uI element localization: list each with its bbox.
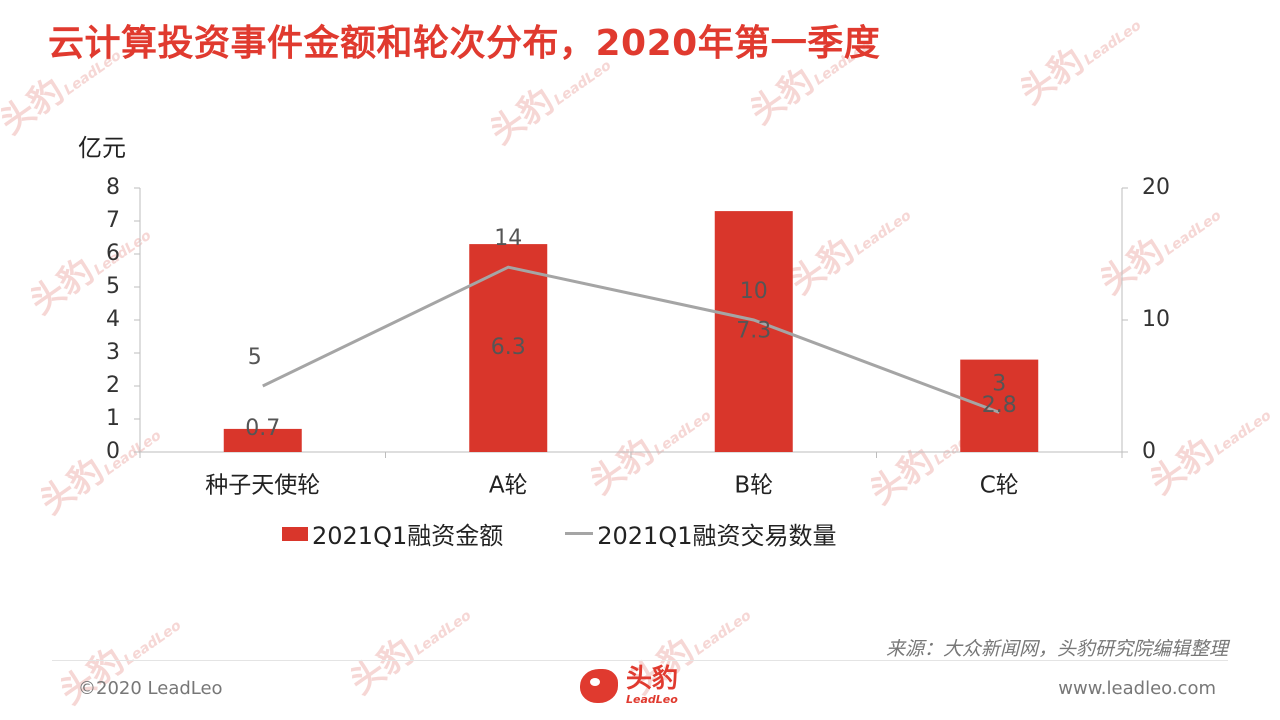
line-data-label: 14	[494, 226, 522, 251]
x-category-label: 种子天使轮	[205, 473, 320, 499]
copyright: ©2020 LeadLeo	[78, 678, 223, 699]
x-category-label: C轮	[980, 473, 1019, 499]
y2-tick-label: 0	[1142, 439, 1156, 464]
logo-text-en: LeadLeo	[626, 693, 678, 706]
leopard-logo-icon	[580, 668, 618, 703]
bar	[714, 211, 793, 452]
y-tick-label: 7	[106, 208, 120, 233]
bar-data-label: 2.8	[982, 393, 1017, 418]
x-category-label: A轮	[489, 473, 528, 499]
bar-data-label: 7.3	[736, 319, 771, 344]
bar-data-label: 0.7	[245, 416, 280, 441]
y-tick-label: 5	[106, 274, 120, 299]
legend-label-amount: 2021Q1融资金额	[312, 522, 504, 550]
logo-text-cn: 头豹	[626, 664, 679, 694]
legend-swatch-line	[565, 532, 594, 535]
bar-data-label: 6.3	[491, 335, 526, 360]
y-tick-label: 0	[106, 439, 120, 464]
y2-tick-label: 20	[1142, 175, 1170, 200]
source-note: 来源：大众新闻网，头豹研究院编辑整理	[885, 638, 1228, 660]
legend-item-count: 2021Q1融资交易数量	[565, 516, 837, 551]
y2-tick-label: 10	[1142, 307, 1170, 332]
line-data-label: 10	[740, 279, 768, 304]
y-tick-label: 1	[106, 406, 120, 431]
legend: 2021Q1融资金额 2021Q1融资交易数量	[282, 516, 899, 551]
x-category-label: B轮	[734, 473, 773, 499]
y-axis-unit-label: 亿元	[78, 134, 126, 162]
bar	[960, 359, 1039, 452]
y-tick-label: 8	[106, 175, 120, 200]
line-data-label: 3	[992, 371, 1006, 396]
y-tick-label: 3	[106, 340, 120, 365]
website-link[interactable]: www.leadleo.com	[1058, 678, 1216, 699]
y-tick-label: 4	[106, 307, 120, 332]
legend-item-amount: 2021Q1融资金额	[282, 516, 503, 551]
y-tick-label: 2	[106, 373, 120, 398]
y-tick-label: 6	[106, 241, 120, 266]
series-line	[262, 265, 1000, 414]
footer-divider	[52, 660, 1228, 661]
leadleo-logo: 头豹 LeadLeo	[580, 666, 678, 705]
line-data-label: 5	[248, 345, 262, 370]
legend-swatch-bar	[282, 526, 308, 541]
legend-label-count: 2021Q1融资交易数量	[597, 522, 837, 550]
page-title: 云计算投资事件金额和轮次分布，2020年第一季度	[48, 23, 881, 64]
bar	[223, 428, 302, 452]
